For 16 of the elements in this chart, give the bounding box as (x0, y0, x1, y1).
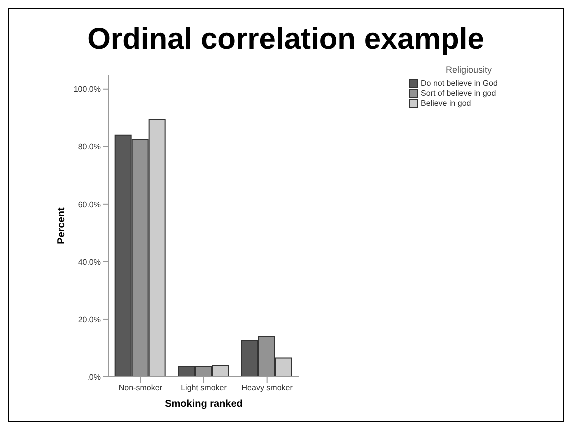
legend-title: Religiousity (444, 65, 494, 75)
x-tick-label: Heavy smoker (242, 384, 294, 393)
y-tick-label: 60.0% (78, 200, 101, 210)
y-tick-label: 100.0% (74, 85, 101, 94)
x-tick-label: Light smoker (181, 384, 228, 393)
x-axis-title: Smoking ranked (165, 399, 243, 410)
y-axis-title: Percent (56, 206, 68, 244)
y-tick-label: 80.0% (78, 142, 101, 152)
y-tick-label: 40.0% (78, 258, 101, 267)
legend-label: Sort of believe in god (421, 88, 496, 98)
chart-title: Ordinal correlation example (86, 23, 486, 58)
legend-label: Do not believe in God (421, 78, 498, 88)
legend-label: Believe in god (421, 98, 472, 108)
y-tick-label: 20.0% (78, 315, 101, 324)
y-tick-label: .0% (87, 372, 101, 382)
x-tick-label: Non-smoker (118, 384, 163, 393)
